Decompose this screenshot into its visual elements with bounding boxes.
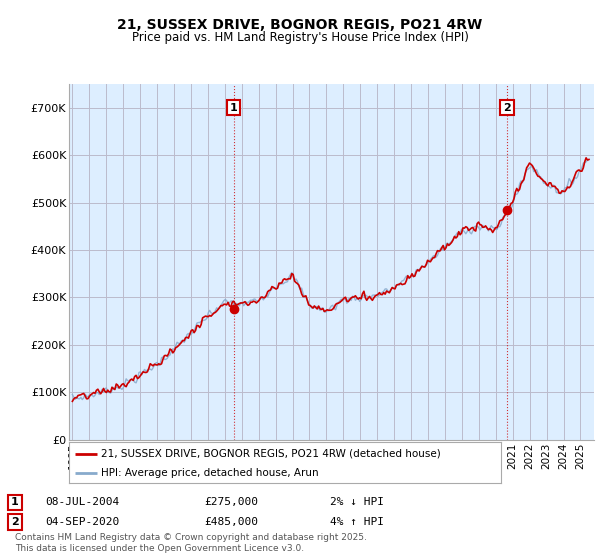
Text: 2: 2 — [11, 517, 19, 527]
Text: £275,000: £275,000 — [204, 497, 258, 507]
Text: 1: 1 — [11, 497, 19, 507]
Text: 04-SEP-2020: 04-SEP-2020 — [45, 517, 119, 527]
Text: 21, SUSSEX DRIVE, BOGNOR REGIS, PO21 4RW: 21, SUSSEX DRIVE, BOGNOR REGIS, PO21 4RW — [118, 18, 482, 32]
Text: 2: 2 — [503, 102, 511, 113]
Text: Price paid vs. HM Land Registry's House Price Index (HPI): Price paid vs. HM Land Registry's House … — [131, 31, 469, 44]
Text: 4% ↑ HPI: 4% ↑ HPI — [330, 517, 384, 527]
Text: 08-JUL-2004: 08-JUL-2004 — [45, 497, 119, 507]
Text: Contains HM Land Registry data © Crown copyright and database right 2025.
This d: Contains HM Land Registry data © Crown c… — [15, 534, 367, 553]
Text: 2% ↓ HPI: 2% ↓ HPI — [330, 497, 384, 507]
Text: £485,000: £485,000 — [204, 517, 258, 527]
Text: 1: 1 — [230, 102, 238, 113]
Text: 21, SUSSEX DRIVE, BOGNOR REGIS, PO21 4RW (detached house): 21, SUSSEX DRIVE, BOGNOR REGIS, PO21 4RW… — [101, 449, 441, 459]
Text: HPI: Average price, detached house, Arun: HPI: Average price, detached house, Arun — [101, 468, 319, 478]
